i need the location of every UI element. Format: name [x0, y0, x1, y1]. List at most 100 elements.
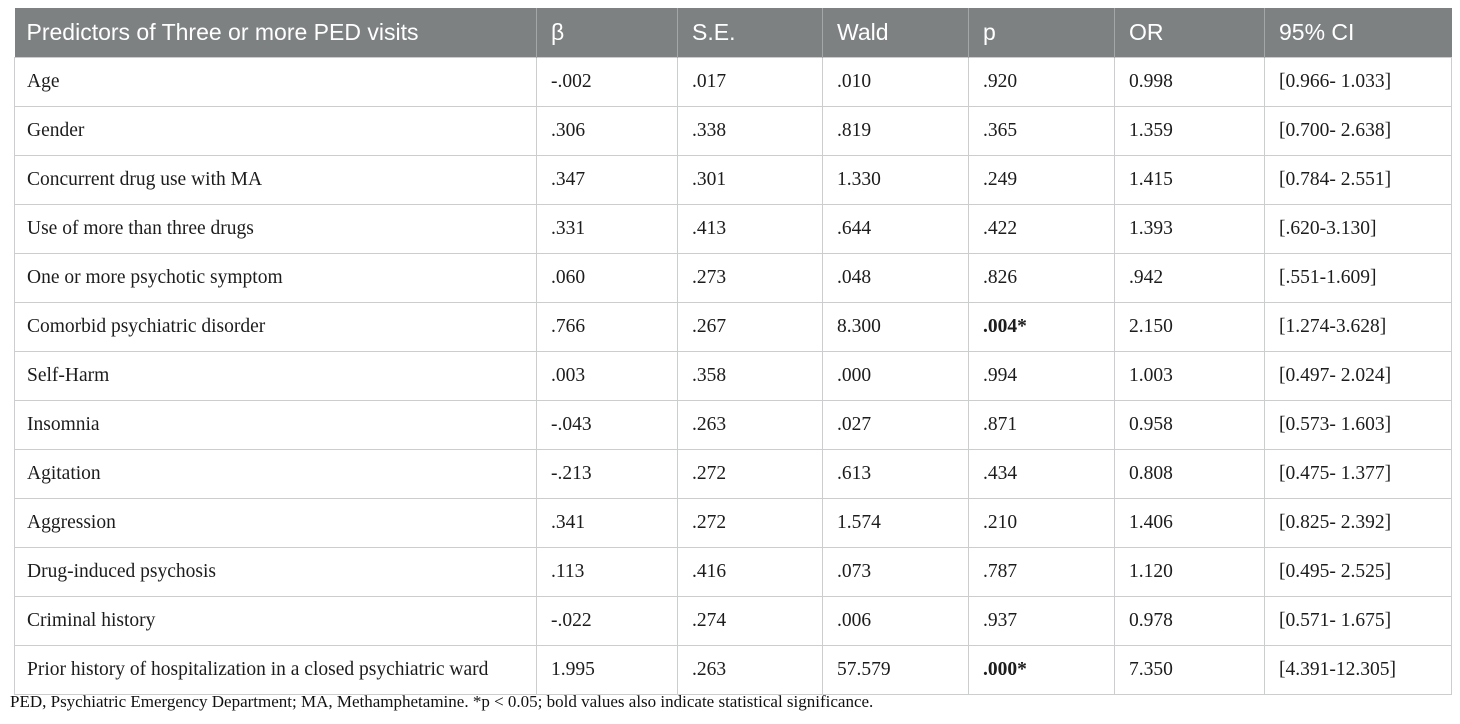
regression-table-container: Predictors of Three or more PED visits β… [14, 8, 1452, 695]
table-row: Use of more than three drugs .331.413.644… [14, 204, 1452, 254]
predictor-cell: Use of more than three drugs [14, 204, 537, 254]
predictor-cell: Prior history of hospitalization in a cl… [14, 645, 537, 695]
se-cell: .273 [677, 253, 823, 303]
table-footnote: PED, Psychiatric Emergency Department; M… [10, 692, 874, 711]
se-cell: .272 [677, 498, 823, 548]
table-row: Age -.002.017.010.920 0.998 [0.966- 1.033] [14, 57, 1452, 107]
table-row: Self-Harm .003.358.000.994 1.003 [0.497- 2.… [14, 351, 1452, 401]
beta-cell: .113 [536, 547, 678, 597]
wald-cell: .819 [822, 106, 969, 156]
p-cell: .004* [968, 302, 1115, 352]
beta-cell: .306 [536, 106, 678, 156]
table-row: Agitation -.213.272.613.434 0.808 [0.475- 1… [14, 449, 1452, 499]
predictor-cell: Criminal history [14, 596, 537, 646]
wald-cell: .006 [822, 596, 969, 646]
se-cell: .263 [677, 645, 823, 695]
beta-cell: -.002 [536, 57, 678, 107]
predictor-cell: Insomnia [14, 400, 537, 450]
table-row: Criminal history -.022.274.006.937 0.978 [0… [14, 596, 1452, 646]
predictor-cell: Concurrent drug use with MA [14, 155, 537, 205]
se-cell: .338 [677, 106, 823, 156]
ci-cell: [0.495- 2.525] [1264, 547, 1452, 597]
wald-cell: .010 [822, 57, 969, 107]
or-cell: 1.120 [1114, 547, 1265, 597]
header-p: p [968, 8, 1115, 58]
wald-cell: .000 [822, 351, 969, 401]
header-row: Predictors of Three or more PED visits β… [14, 8, 1452, 58]
header-wald: Wald [822, 8, 969, 58]
p-cell: .249 [968, 155, 1115, 205]
beta-cell: .347 [536, 155, 678, 205]
table-header: Predictors of Three or more PED visits β… [14, 8, 1452, 58]
ci-cell: [0.825- 2.392] [1264, 498, 1452, 548]
ci-cell: [0.784- 2.551] [1264, 155, 1452, 205]
predictor-cell: Self-Harm [14, 351, 537, 401]
header-predictors: Predictors of Three or more PED visits [14, 8, 537, 58]
predictor-cell: One or more psychotic symptom [14, 253, 537, 303]
p-cell: .210 [968, 498, 1115, 548]
beta-cell: .331 [536, 204, 678, 254]
ci-cell: [0.700- 2.638] [1264, 106, 1452, 156]
wald-cell: 8.300 [822, 302, 969, 352]
or-cell: 1.415 [1114, 155, 1265, 205]
table-row: Gender .306.338.819.365 1.359 [0.700- 2.638… [14, 106, 1452, 156]
predictor-cell: Age [14, 57, 537, 107]
p-cell: .787 [968, 547, 1115, 597]
se-cell: .274 [677, 596, 823, 646]
or-cell: .942 [1114, 253, 1265, 303]
se-cell: .017 [677, 57, 823, 107]
beta-cell: -.213 [536, 449, 678, 499]
table-row: Aggression .341.272 1.574.210 1.406 [0.825- … [14, 498, 1452, 548]
se-cell: .413 [677, 204, 823, 254]
p-cell: .826 [968, 253, 1115, 303]
se-cell: .358 [677, 351, 823, 401]
p-cell: .994 [968, 351, 1115, 401]
or-cell: 2.150 [1114, 302, 1265, 352]
beta-cell: .060 [536, 253, 678, 303]
ci-cell: [0.573- 1.603] [1264, 400, 1452, 450]
beta-cell: .341 [536, 498, 678, 548]
beta-cell: -.022 [536, 596, 678, 646]
header-beta: β [536, 8, 678, 58]
ci-cell: [1.274-3.628] [1264, 302, 1452, 352]
beta-cell: -.043 [536, 400, 678, 450]
p-cell: .422 [968, 204, 1115, 254]
se-cell: .267 [677, 302, 823, 352]
p-cell: .000* [968, 645, 1115, 695]
predictor-cell: Gender [14, 106, 537, 156]
or-cell: 1.393 [1114, 204, 1265, 254]
se-cell: .272 [677, 449, 823, 499]
table-body: Age -.002.017.010.920 0.998 [0.966- 1.033] G… [14, 57, 1452, 695]
ci-cell: [0.966- 1.033] [1264, 57, 1452, 107]
wald-cell: .048 [822, 253, 969, 303]
se-cell: .416 [677, 547, 823, 597]
or-cell: 0.998 [1114, 57, 1265, 107]
table-row: Comorbid psychiatric disorder .766.267 8.3… [14, 302, 1452, 352]
p-cell: .920 [968, 57, 1115, 107]
or-cell: 1.359 [1114, 106, 1265, 156]
wald-cell: .613 [822, 449, 969, 499]
ci-cell: [0.475- 1.377] [1264, 449, 1452, 499]
or-cell: 0.808 [1114, 449, 1265, 499]
or-cell: 1.406 [1114, 498, 1265, 548]
or-cell: 7.350 [1114, 645, 1265, 695]
regression-table: Predictors of Three or more PED visits β… [14, 8, 1452, 695]
predictor-cell: Aggression [14, 498, 537, 548]
wald-cell: .644 [822, 204, 969, 254]
table-row: One or more psychotic symptom .060.273.04… [14, 253, 1452, 303]
wald-cell: 57.579 [822, 645, 969, 695]
header-se: S.E. [677, 8, 823, 58]
ci-cell: [4.391-12.305] [1264, 645, 1452, 695]
p-cell: .871 [968, 400, 1115, 450]
ci-cell: [0.571- 1.675] [1264, 596, 1452, 646]
ci-cell: [0.497- 2.024] [1264, 351, 1452, 401]
se-cell: .263 [677, 400, 823, 450]
beta-cell: 1.995 [536, 645, 678, 695]
or-cell: 0.978 [1114, 596, 1265, 646]
table-row: Drug-induced psychosis .113.416.073.787 1.… [14, 547, 1452, 597]
table-row: Concurrent drug use with MA .347.301 1.330… [14, 155, 1452, 205]
p-cell: .365 [968, 106, 1115, 156]
ci-cell: [.551-1.609] [1264, 253, 1452, 303]
table-row: Insomnia -.043.263.027.871 0.958 [0.573- 1.… [14, 400, 1452, 450]
